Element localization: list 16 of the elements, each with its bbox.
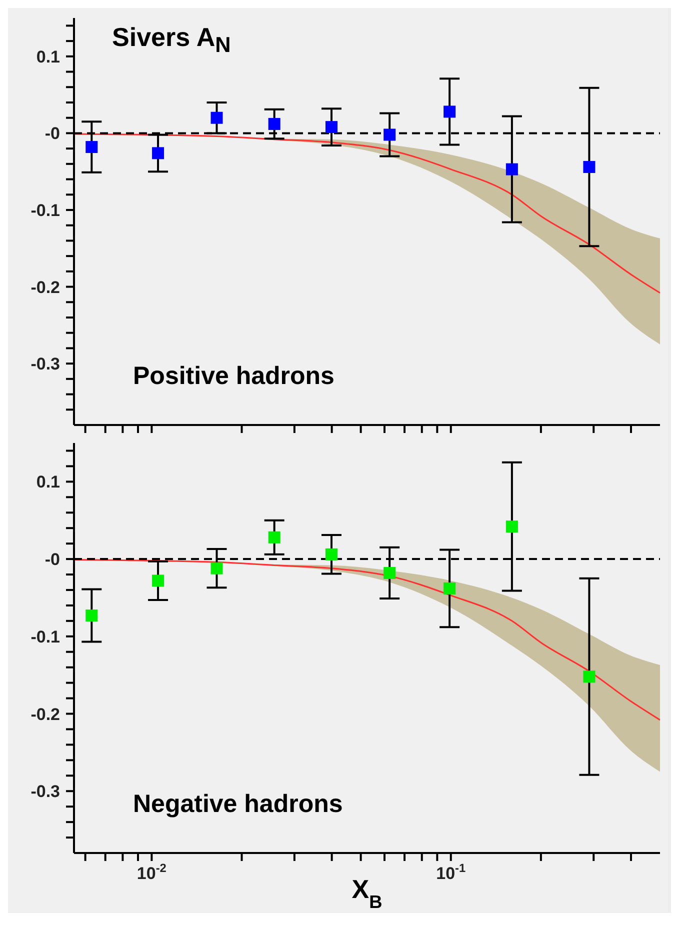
y-tick-label: 0.1 <box>36 472 60 492</box>
y-tick-label: -0 <box>44 124 60 144</box>
x-tick-label: 10$^{-1}$ <box>436 861 466 883</box>
annotation: Positive hadrons <box>133 362 334 391</box>
annotation: Negative hadrons <box>133 790 343 819</box>
y-tick-label: -0.1 <box>30 200 60 220</box>
y-tick-label: -0.3 <box>30 782 60 802</box>
annotation: Sivers A$_{N}$ <box>112 22 231 58</box>
y-tick-label: -0.3 <box>30 354 60 374</box>
x-axis-title: X$_{B}$ <box>352 874 382 912</box>
y-tick-label: 0.1 <box>36 47 60 66</box>
y-tick-label: -0 <box>44 550 60 570</box>
x-tick-label: 10$^{-2}$ <box>136 861 167 883</box>
y-tick-label: -0.2 <box>30 704 60 724</box>
y-tick-label: -0.1 <box>30 627 60 646</box>
y-tick-label: -0.2 <box>30 278 60 297</box>
